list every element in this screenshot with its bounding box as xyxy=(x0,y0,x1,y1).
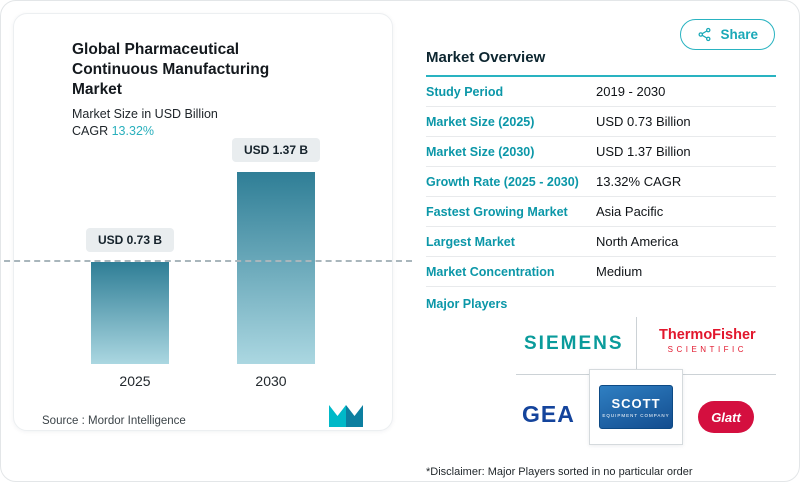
row-value: 13.32% CAGR xyxy=(596,174,682,189)
thermofisher-scientific-text: SCIENTIFIC xyxy=(667,345,748,354)
gea-logo: GEA xyxy=(522,401,575,427)
share-icon xyxy=(697,27,712,42)
cagr-label: CAGR xyxy=(72,124,109,139)
chart-cagr: CAGR 13.32% xyxy=(72,124,364,138)
reference-line xyxy=(1,260,412,263)
row-label: Market Size (2025) xyxy=(426,114,535,129)
x-axis-labels: 2025 2030 xyxy=(42,373,364,389)
connector-vline xyxy=(636,317,637,374)
row-label: Growth Rate (2025 - 2030) xyxy=(426,174,579,189)
row-label: Fastest Growing Market xyxy=(426,204,568,219)
source-text: Source : Mordor Intelligence xyxy=(42,415,186,427)
table-row: Largest Market North America xyxy=(426,227,776,257)
bar xyxy=(237,172,316,365)
chart-header: Global Pharmaceutical Continuous Manufac… xyxy=(72,40,364,138)
table-row: Growth Rate (2025 - 2030) 13.32% CAGR xyxy=(426,167,776,197)
chart-subtitle: Market Size in USD Billion xyxy=(72,107,218,122)
siemens-logo: SIEMENS xyxy=(524,333,624,354)
plot-area: USD 0.73 B USD 1.37 B xyxy=(1,138,412,365)
overview-title: Market Overview xyxy=(426,49,546,66)
bar-group-2030: USD 1.37 B xyxy=(232,138,321,365)
table-row: Market Concentration Medium xyxy=(426,257,776,287)
row-value: 2019 - 2030 xyxy=(596,84,666,99)
table-row: Study Period 2019 - 2030 xyxy=(426,77,776,107)
scott-logo-box: SCOTT EQUIPMENT COMPANY xyxy=(589,369,683,445)
overview-underline xyxy=(426,75,776,77)
row-label: Market Size (2030) xyxy=(426,144,535,159)
glatt-logo: Glatt xyxy=(698,401,754,433)
major-players-logos: SIEMENS ThermoFisher SCIENTIFIC GEA SCOT… xyxy=(426,317,776,452)
scott-logo: SCOTT EQUIPMENT COMPANY xyxy=(599,385,673,429)
row-value: USD 1.37 Billion xyxy=(596,144,691,159)
disclaimer-text: *Disclaimer: Major Players sorted in no … xyxy=(426,466,693,478)
share-button-label: Share xyxy=(720,27,758,42)
x-tick-label: 2025 xyxy=(119,373,151,390)
bar-value-label: USD 0.73 B xyxy=(85,228,174,253)
mordor-logo-icon xyxy=(328,403,364,428)
share-button[interactable]: Share xyxy=(680,19,775,50)
thermofisher-wordmark: ThermoFisher xyxy=(659,327,756,343)
row-value: USD 0.73 Billion xyxy=(596,114,691,129)
row-value: Asia Pacific xyxy=(596,204,664,219)
chart-card: Global Pharmaceutical Continuous Manufac… xyxy=(1,13,412,431)
row-label: Market Concentration xyxy=(426,264,555,279)
row-label: Study Period xyxy=(426,84,504,99)
scott-wordmark: SCOTT xyxy=(611,396,661,411)
source-label: Source : xyxy=(42,415,85,428)
table-row: Market Size (2025) USD 0.73 Billion xyxy=(426,107,776,137)
scott-sub-text: EQUIPMENT COMPANY xyxy=(602,413,670,418)
chart-title: Global Pharmaceutical Continuous Manufac… xyxy=(72,41,270,99)
row-value: Medium xyxy=(596,264,643,279)
x-tick-label: 2030 xyxy=(255,373,287,390)
source-row: Source : Mordor Intelligence xyxy=(42,403,364,428)
market-overview-panel: Market Overview Study Period 2019 - 2030… xyxy=(426,49,776,478)
table-row: Fastest Growing Market Asia Pacific xyxy=(426,197,776,227)
table-row: Market Size (2030) USD 1.37 Billion xyxy=(426,137,776,167)
cagr-value: 13.32% xyxy=(111,124,155,139)
bar-value-label: USD 1.37 B xyxy=(232,138,321,163)
bar-chart: USD 0.73 B USD 1.37 B 2025 2030 xyxy=(1,138,412,389)
bar xyxy=(90,262,169,365)
source-value: Mordor Intelligence xyxy=(88,415,186,428)
row-value: North America xyxy=(596,234,679,249)
thermofisher-logo: ThermoFisher SCIENTIFIC xyxy=(659,327,756,354)
bar-group-2025: USD 0.73 B xyxy=(85,228,174,365)
major-players-label: Major Players xyxy=(426,297,508,311)
row-label: Largest Market xyxy=(426,234,515,249)
